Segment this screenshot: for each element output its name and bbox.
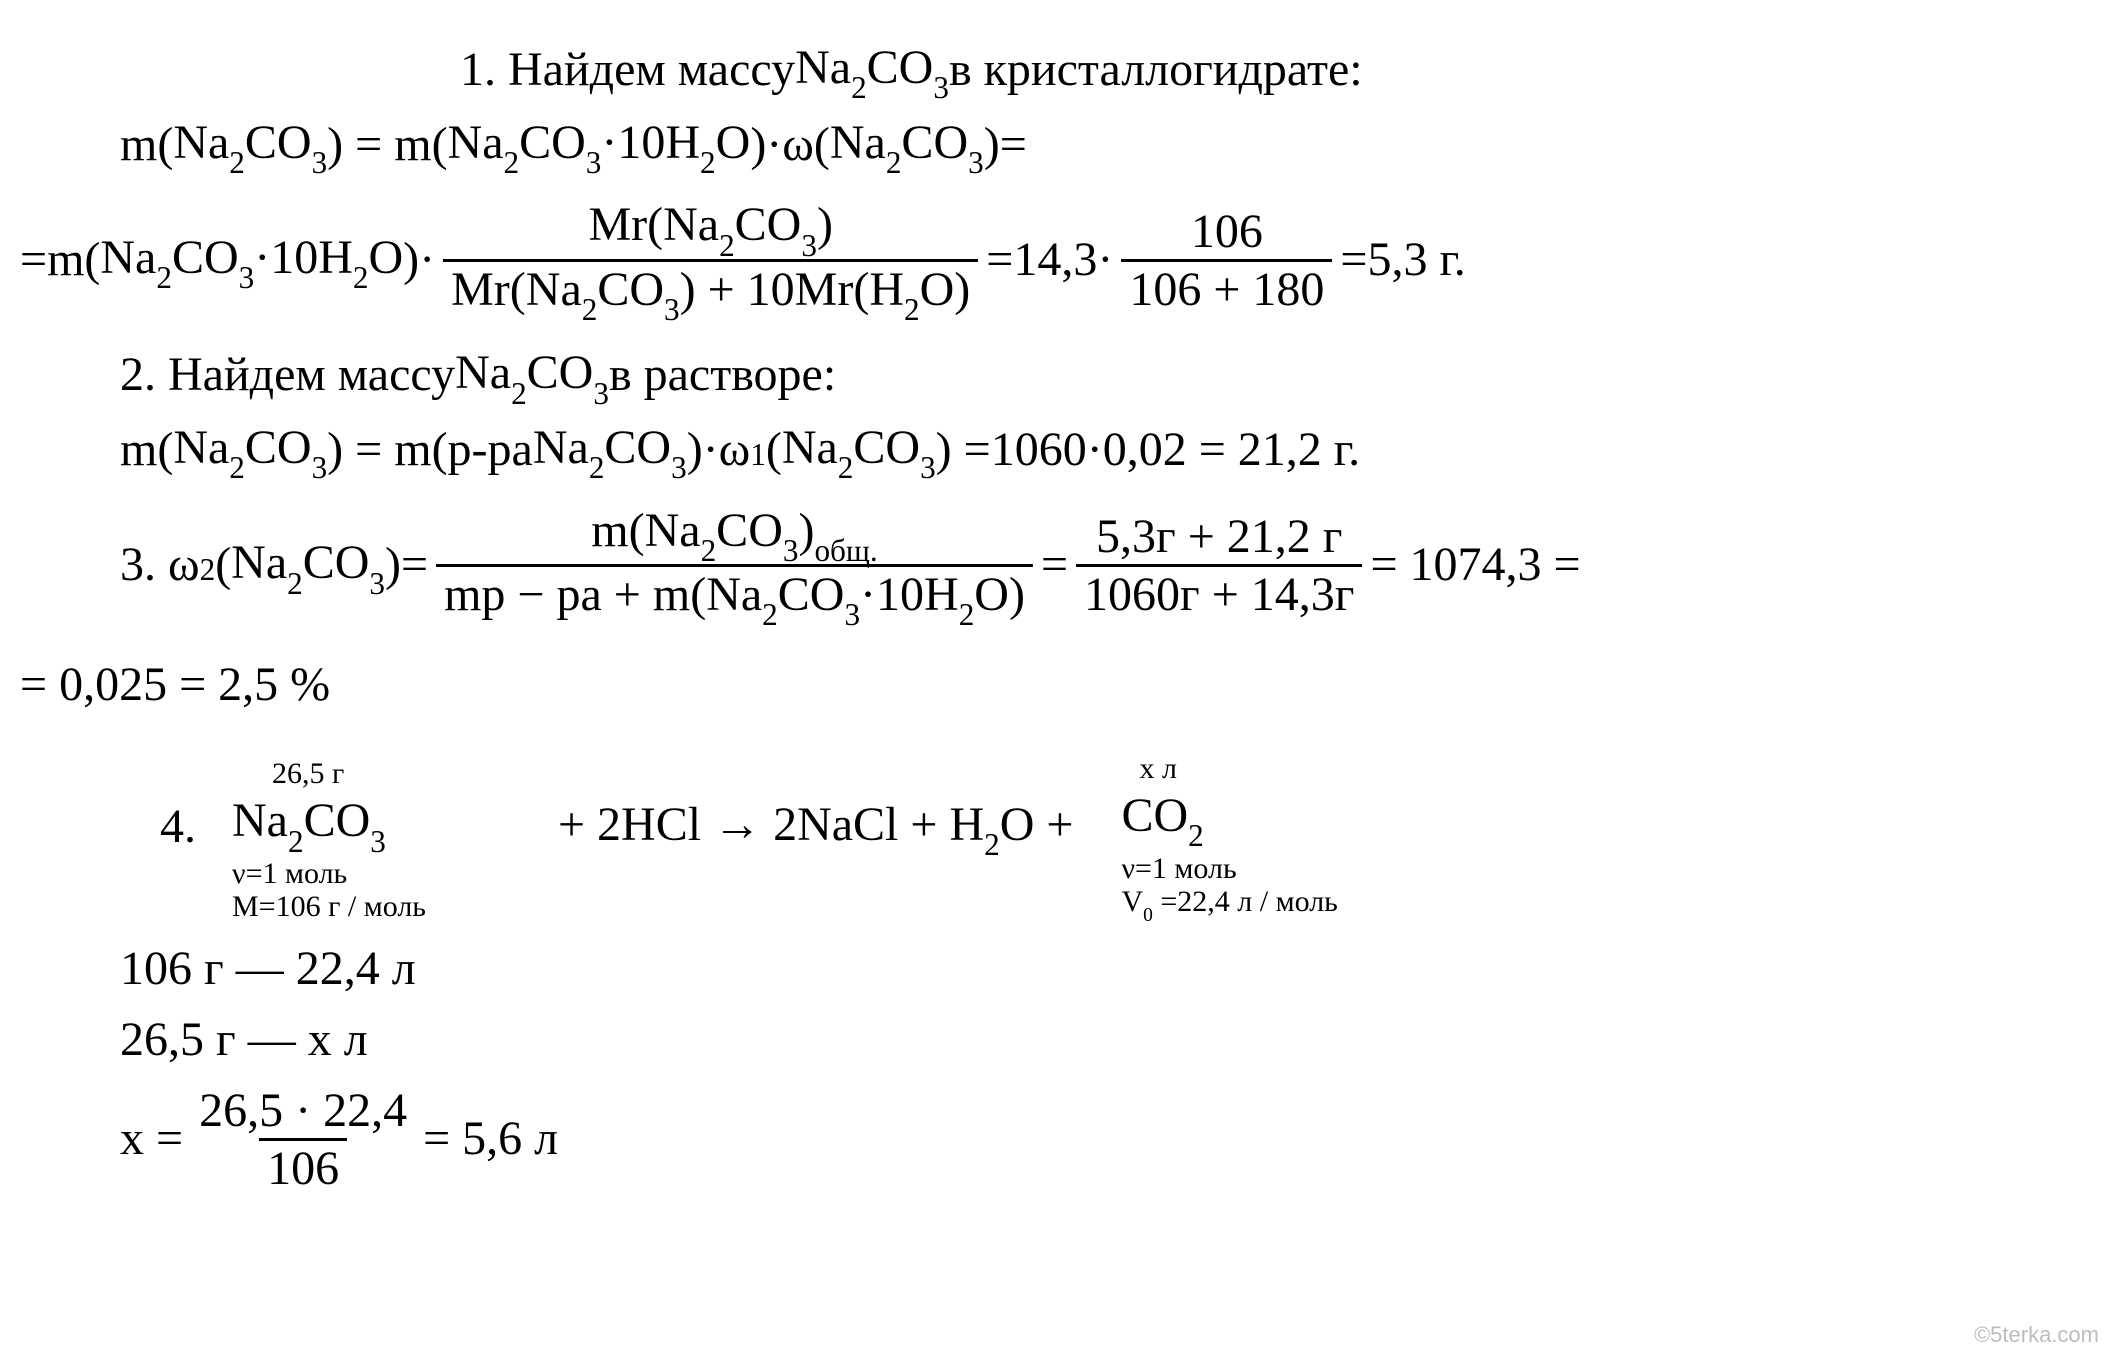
page: 1. Найдем массу Na2CO3 в кристаллогидрат… [0,0,2107,1356]
step4-prop1: 106 г — 22,4 л [20,937,2087,1002]
step1-result: 5,3 г. [1367,228,1465,293]
hydrate-2: Na2CO3·10H2O [100,226,403,295]
step1-frac2: 106 106 + 180 [1121,204,1332,317]
watermark: ©5terka.com [1974,1320,2099,1350]
step4-label: 4. [160,795,232,860]
step4-x: x = 26,5 · 22,4 106 = 5,6 л [20,1083,2087,1196]
na2co3-6: Na2CO3 [533,416,687,485]
step4-result: = 5,6 л [423,1107,558,1172]
step2-line: m( Na2CO3 ) = m(р-ра Na2CO3 )·ω1 ( Na2CO… [20,416,2087,485]
rxn-col-co2: х л CO2 ν=1 моль V0 =22,4 л / моль [1121,752,1337,924]
na2co3-1: Na2CO3 [795,36,949,105]
hydrate-1: Na2CO3·10H2O [448,111,751,180]
step3-line: 3. ω2 ( Na2CO3 )= m(Na2CO3)общ. mр − ра … [20,503,2087,629]
step1-heading-pre: 1. Найдем массу [460,38,795,103]
step3-frac2: 5,3г + 21,2 г 1060г + 14,3г [1076,509,1362,622]
step2-result: 1060·0,02 = 21,2 г. [991,418,1360,483]
step1-heading-post: в кристаллогидрате: [949,38,1363,103]
step3-frac1: m(Na2CO3)общ. mр − ра + m(Na2CO3·10H2O) [436,503,1033,629]
step1-heading: 1. Найдем массу Na2CO3 в кристаллогидрат… [20,36,2087,105]
na2co3-2: Na2CO3 [173,111,327,180]
step1-line2: =m( Na2CO3·10H2O )· Mr(Na2CO3) Mr(Na2CO3… [20,197,2087,323]
na2co3-3: Na2CO3 [830,111,984,180]
na2co3-4: Na2CO3 [455,341,609,410]
na2co3-7: Na2CO3 [782,416,936,485]
na2co3-5: Na2CO3 [173,416,327,485]
step2-heading: 2. Найдем массу Na2CO3 в растворе: [20,341,2087,410]
rxn-col-middle: + 2HCl → 2NaCl + H2O + [426,731,1121,923]
na2co3-8: Na2CO3 [231,531,385,600]
step4-prop2: 26,5 г — х л [20,1008,2087,1073]
step3-cont: = 0,025 = 2,5 % [20,653,2087,718]
step4-reaction: 4. 26,5 г Na2CO3 ν=1 моль M=106 г / моль… [20,731,2087,923]
step1-line1: m( Na2CO3 ) = m( Na2CO3·10H2O )·ω( Na2CO… [20,111,2087,180]
step3-tail: = 1074,3 = [1370,533,1580,598]
step1-frac1: Mr(Na2CO3) Mr(Na2CO3) + 10Mr(H2O) [443,197,978,323]
step4-x-frac: 26,5 · 22,4 106 [191,1083,415,1196]
rxn-col-na2co3: 26,5 г Na2CO3 ν=1 моль M=106 г / моль [232,757,426,923]
